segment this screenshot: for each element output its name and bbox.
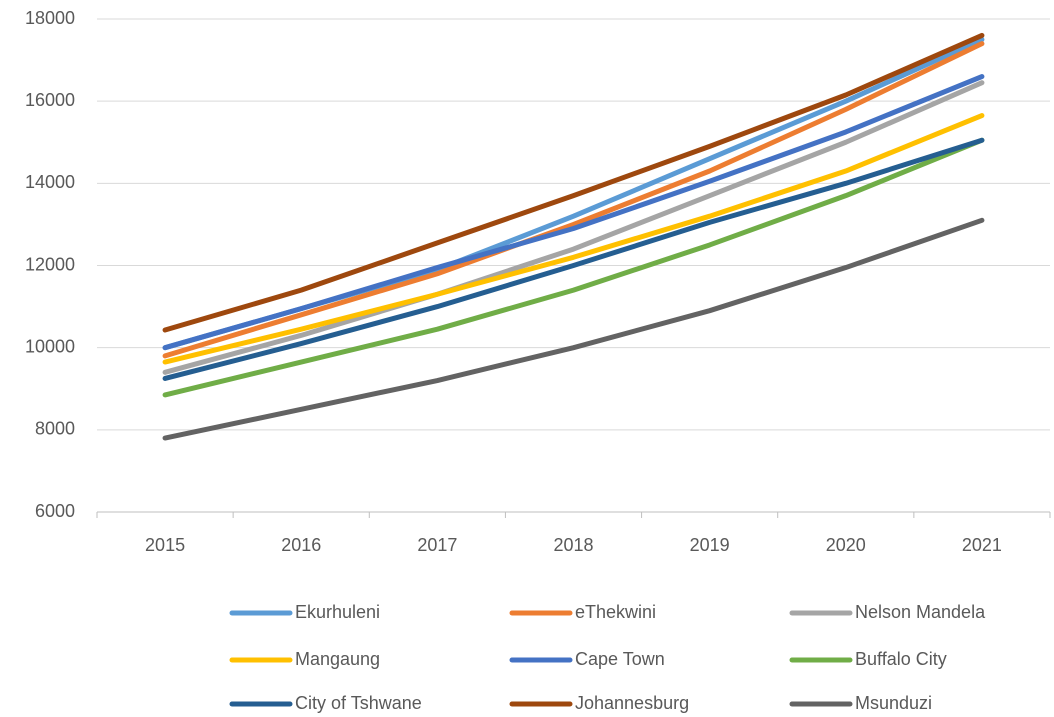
- series-line: [162, 32, 985, 333]
- series-line: [162, 74, 985, 351]
- series-line: [162, 137, 985, 398]
- y-tick-label: 16000: [25, 90, 75, 110]
- x-tick-label: 2020: [826, 535, 866, 555]
- x-tick-label: 2019: [690, 535, 730, 555]
- y-tick-label: 14000: [25, 172, 75, 192]
- legend-label: Johannesburg: [575, 693, 689, 713]
- legend-label: Buffalo City: [855, 649, 947, 669]
- y-tick-label: 8000: [35, 419, 75, 439]
- legend-label: Cape Town: [575, 649, 665, 669]
- legend-label: Ekurhuleni: [295, 602, 380, 622]
- series-line: [162, 217, 985, 441]
- y-tick-label: 18000: [25, 8, 75, 28]
- x-tick-label: 2018: [553, 535, 593, 555]
- series-line: [162, 137, 985, 381]
- x-tick-label: 2016: [281, 535, 321, 555]
- series-line: [162, 113, 985, 365]
- y-tick-label: 12000: [25, 254, 75, 274]
- y-tick-label: 6000: [35, 501, 75, 521]
- series-line: [162, 41, 985, 359]
- legend-label: eThekwini: [575, 602, 656, 622]
- legend-label: Msunduzi: [855, 693, 932, 713]
- y-tick-label: 10000: [25, 336, 75, 356]
- legend-label: Nelson Mandela: [855, 602, 986, 622]
- x-tick-label: 2021: [962, 535, 1002, 555]
- legend-label: City of Tshwane: [295, 693, 422, 713]
- x-tick-label: 2015: [145, 535, 185, 555]
- legend-label: Mangaung: [295, 649, 380, 669]
- x-tick-label: 2017: [417, 535, 457, 555]
- series-line: [162, 80, 985, 375]
